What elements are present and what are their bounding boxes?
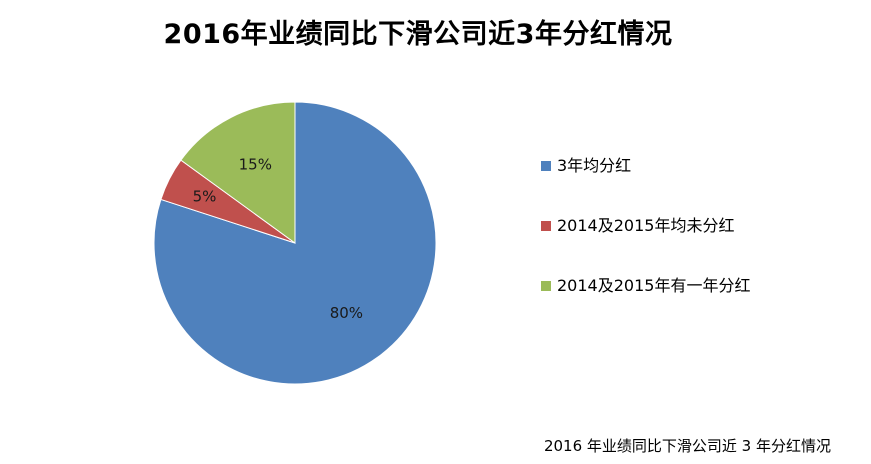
legend-swatch (541, 221, 551, 231)
chart-title: 2016年业绩同比下滑公司近3年分红情况 (163, 19, 673, 50)
legend-label: 2014及2015年有一年分红 (557, 276, 751, 295)
pie-chart: 80% 5% 15% (140, 88, 450, 398)
pie-slice-label-1: 80% (330, 304, 363, 322)
chart-caption: 2016 年业绩同比下滑公司近 3 年分红情况 (543, 437, 831, 455)
pie-slice-label-3: 15% (239, 156, 272, 174)
legend-item-1: 3年均分红 (541, 154, 791, 178)
pie-chart-svg: 80% 5% 15% (153, 101, 437, 385)
legend-swatch (541, 161, 551, 171)
legend-label: 3年均分红 (557, 156, 632, 175)
legend-label: 2014及2015年均未分红 (557, 216, 735, 235)
legend-swatch (541, 281, 551, 291)
legend-item-2: 2014及2015年均未分红 (541, 214, 791, 238)
pie-slice-3 (180, 101, 296, 244)
legend-item-3: 2014及2015年有一年分红 (541, 274, 791, 298)
chart-legend: 3年均分红 2014及2015年均未分红 2014及2015年有一年分红 (541, 154, 791, 334)
pie-slice-label-2: 5% (193, 187, 217, 205)
